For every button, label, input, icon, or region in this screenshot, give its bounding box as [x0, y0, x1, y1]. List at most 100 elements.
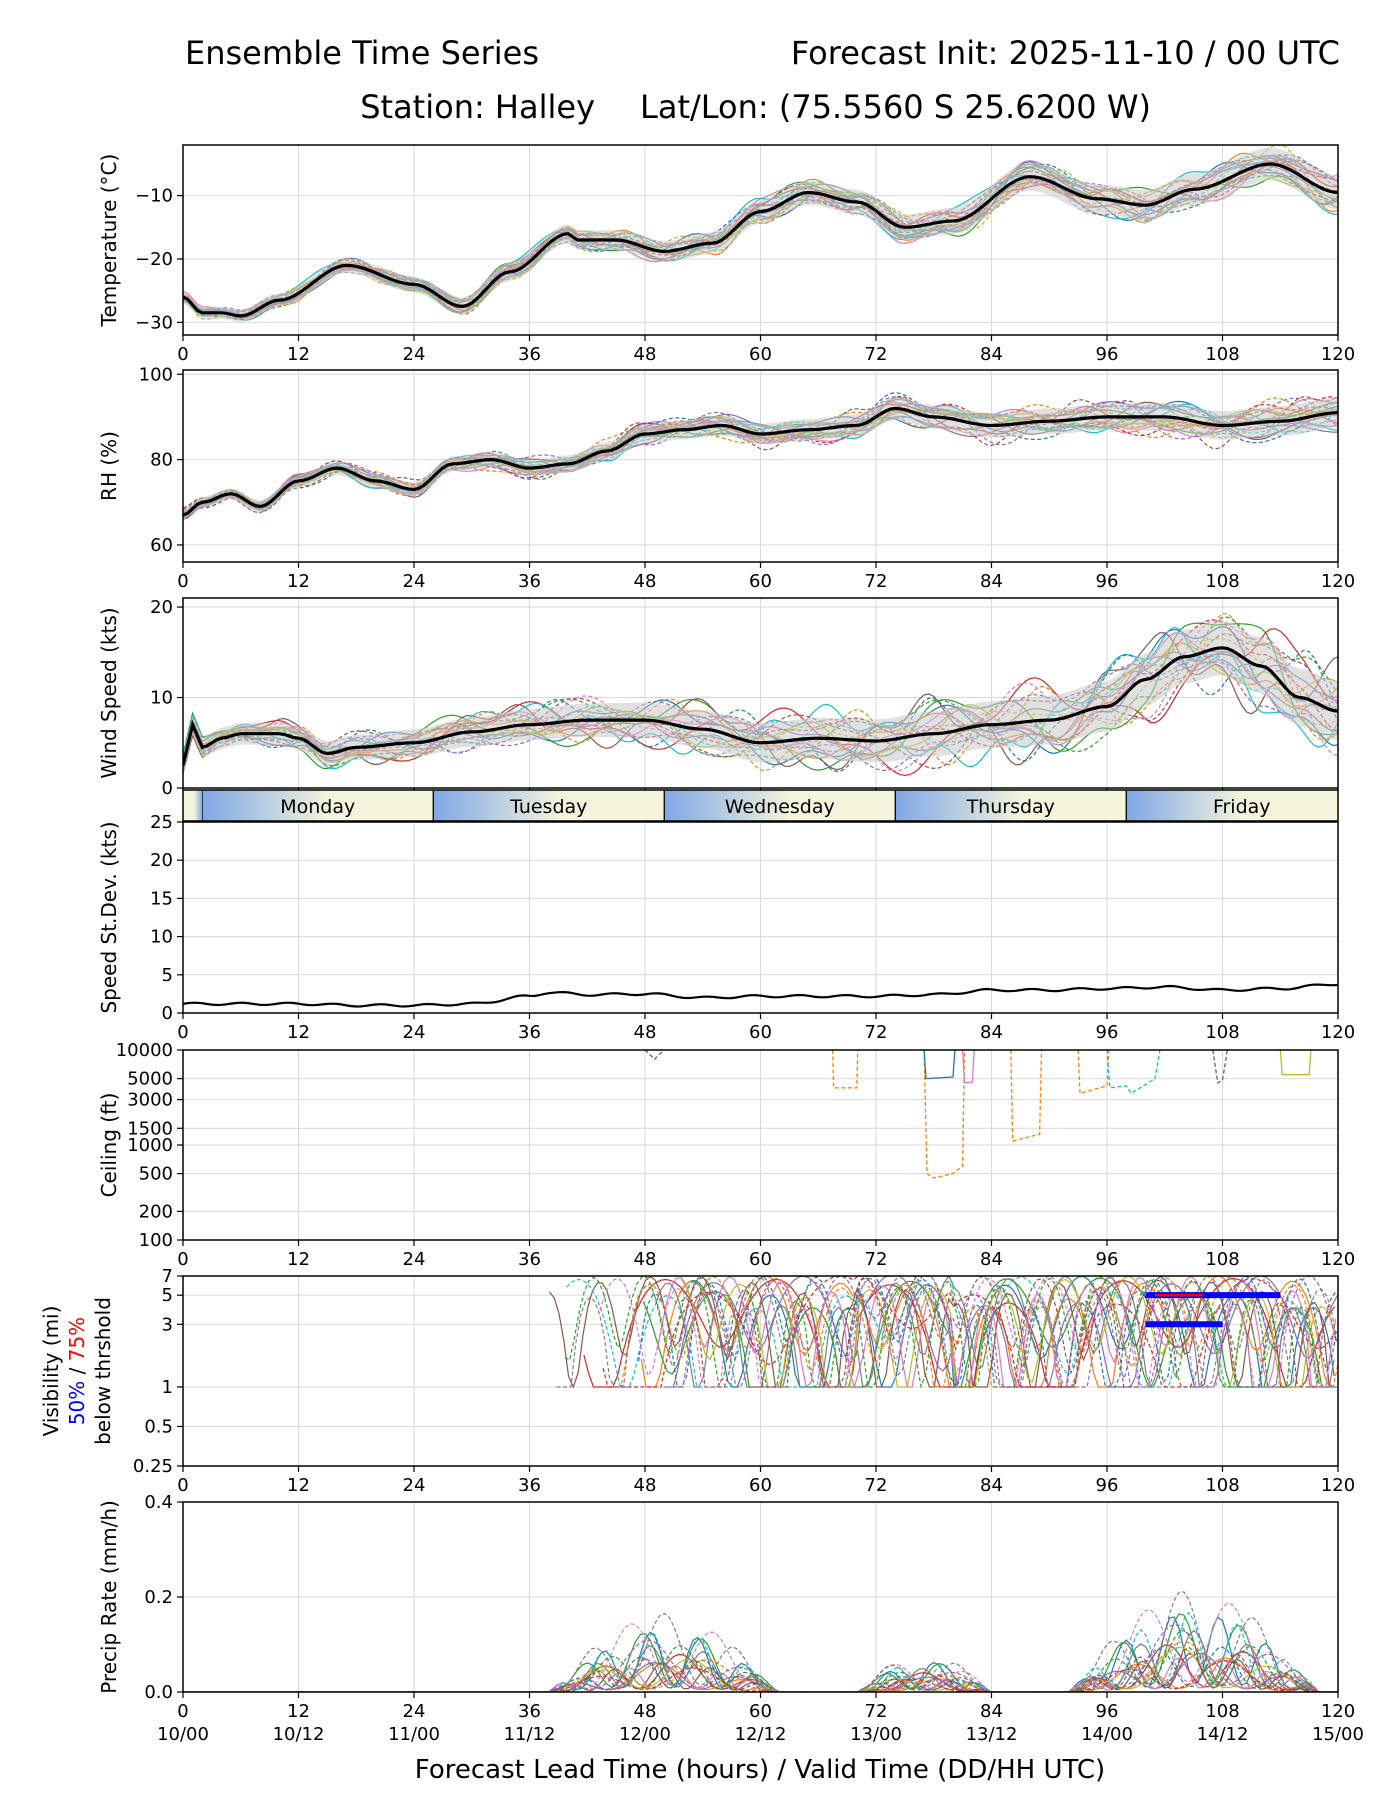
precip-member-line — [183, 1611, 1338, 1692]
day-segment — [664, 790, 896, 821]
y-tick-label: 5 — [162, 1285, 173, 1306]
plot-area — [183, 392, 1338, 521]
x-tick-label: 72 — [865, 344, 888, 365]
ensemble-mean-line — [183, 162, 1338, 318]
y-tick-label: 10000 — [116, 1040, 173, 1061]
day-segment — [202, 790, 434, 821]
ceiling-member-line — [1010, 1050, 1043, 1142]
day-label-tuesday: Tuesday — [509, 796, 587, 818]
x-tick-label: 12 — [287, 344, 310, 365]
y-tick-label: 5000 — [127, 1069, 173, 1090]
y-tick-label: 0.2 — [144, 1587, 173, 1608]
ensemble-mean-line — [183, 983, 1338, 1008]
label-50pct: 50% — [65, 1381, 89, 1425]
x-valid-time-label: 15/00 — [1312, 1724, 1364, 1745]
spread-band — [183, 147, 1338, 323]
x-valid-time-label: 12/12 — [735, 1724, 787, 1745]
x-tick-label: 120 — [1321, 1475, 1355, 1496]
x-tick-label: 48 — [634, 1701, 657, 1722]
vis-member-line — [599, 1276, 1337, 1388]
x-tick-label: 60 — [749, 1701, 772, 1722]
panel-precip: 0.40.20.0010/001210/122411/003611/124812… — [97, 1492, 1364, 1745]
spread-band — [183, 397, 1338, 521]
y-tick-label: −30 — [135, 312, 173, 333]
x-tick-label: 60 — [749, 1249, 772, 1270]
x-valid-time-label: 14/12 — [1197, 1724, 1249, 1745]
day-label-thursday: Thursday — [966, 796, 1055, 818]
y-axis-label: Wind Speed (kts) — [97, 607, 121, 778]
panel-temp: −10 −20 −300 12 24 36 48 60 72 84 96 108 120 Temperat… — [97, 144, 1355, 365]
ceiling-member-line — [923, 1050, 956, 1080]
panels: −10−20−300 12 24 36 48 60 72 84 96 108 120Temperat… — [39, 144, 1364, 1745]
precip-member-line — [183, 1660, 1338, 1692]
y-tick-label: 7 — [162, 1266, 173, 1287]
y-tick-label: 100 — [139, 364, 173, 385]
day-segment — [1126, 790, 1338, 821]
vis-member-line — [556, 1276, 1337, 1388]
precip-member-line — [183, 1602, 1338, 1692]
x-tick-label: 60 — [749, 1022, 772, 1043]
ceiling-member-line — [1106, 1050, 1161, 1095]
vis-member-line — [566, 1276, 1337, 1388]
day-label-wednesday: Wednesday — [725, 796, 835, 818]
vis-member-line — [638, 1276, 1338, 1389]
x-tick-label: 24 — [403, 344, 426, 365]
y-axis-label: Ceiling (ft) — [97, 1093, 121, 1198]
x-tick-label: 72 — [865, 1249, 888, 1270]
x-tick-label: 120 — [1321, 1249, 1355, 1270]
label-75pct: 75% — [65, 1317, 89, 1361]
plot-area — [183, 1591, 1338, 1692]
x-tick-label: 84 — [980, 1475, 1003, 1496]
y-axis-label: Temperature (°C) — [97, 154, 121, 328]
title-init: Forecast Init: 2025-11-10 / 00 UTC — [791, 34, 1340, 72]
x-tick-label: 108 — [1205, 1701, 1239, 1722]
x-valid-time-label: 11/12 — [504, 1724, 556, 1745]
ensemble-mean-line — [183, 646, 1338, 766]
x-tick-label: 48 — [634, 1475, 657, 1496]
x-valid-time-label: 13/00 — [850, 1724, 902, 1745]
x-tick-label: 84 — [980, 1022, 1003, 1043]
label-slash: / — [65, 1361, 89, 1380]
x-tick-label: 24 — [403, 1701, 426, 1722]
x-tick-label: 120 — [1321, 1701, 1355, 1722]
x-tick-label: 108 — [1205, 344, 1239, 365]
vis-member-line — [655, 1276, 1335, 1389]
x-tick-label: 108 — [1205, 571, 1239, 592]
y-axis-label: Precip Rate (mm/h) — [97, 1500, 121, 1694]
x-valid-time-label: 13/12 — [966, 1724, 1018, 1745]
y-tick-label: 5 — [162, 965, 173, 986]
y-tick-label: 0 — [162, 778, 173, 799]
x-valid-time-label: 12/00 — [619, 1724, 671, 1745]
plot-area — [183, 983, 1338, 1008]
x-tick-label: 36 — [518, 1475, 541, 1496]
x-tick-label: 0 — [177, 1022, 188, 1043]
panel-sd: 25 20 15 10 5 00 12 24 36 48 60 72 84 96 108 120 Speed S… — [97, 812, 1355, 1043]
x-tick-label: 24 — [403, 1022, 426, 1043]
y-tick-label: 1500 — [127, 1118, 173, 1139]
x-tick-label: 120 — [1321, 1022, 1355, 1043]
x-valid-time-label: 11/00 — [388, 1724, 440, 1745]
x-valid-time-label: 14/00 — [1081, 1724, 1133, 1745]
x-tick-label: 96 — [1096, 571, 1119, 592]
y-tick-label: 80 — [150, 450, 173, 471]
x-tick-label: 24 — [403, 1249, 426, 1270]
x-tick-label: 120 — [1321, 344, 1355, 365]
vis-member-line — [673, 1276, 1338, 1389]
x-tick-label: 24 — [403, 1475, 426, 1496]
x-tick-label: 72 — [865, 1701, 888, 1722]
plot-area — [183, 613, 1338, 777]
ceiling-member-line — [1279, 1050, 1312, 1076]
day-band-frame — [182, 789, 1339, 822]
x-tick-label: 36 — [518, 1249, 541, 1270]
y-tick-label: 3000 — [127, 1090, 173, 1111]
x-tick-label: 0 — [177, 1475, 188, 1496]
x-tick-label: 84 — [980, 571, 1003, 592]
x-tick-label: 96 — [1096, 1701, 1119, 1722]
ceiling-member-line — [1077, 1050, 1110, 1095]
y-tick-label: 20 — [150, 850, 173, 871]
x-tick-label: 96 — [1096, 344, 1119, 365]
y-axis-label: Visibility (mi) — [39, 1306, 63, 1437]
vis-member-line — [679, 1276, 1335, 1388]
